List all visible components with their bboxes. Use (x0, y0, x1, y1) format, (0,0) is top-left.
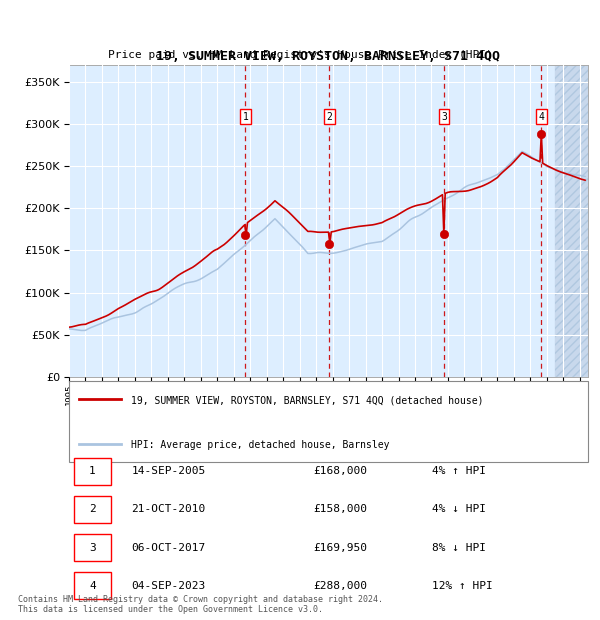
Text: 4% ↓ HPI: 4% ↓ HPI (432, 504, 486, 515)
Bar (555, 50, 588, 377)
Text: £288,000: £288,000 (313, 581, 367, 591)
Text: 4% ↑ HPI: 4% ↑ HPI (432, 466, 486, 476)
Text: 4: 4 (89, 581, 96, 591)
Text: 2: 2 (89, 504, 96, 515)
Text: 06-OCT-2017: 06-OCT-2017 (131, 542, 206, 552)
Text: 1: 1 (242, 112, 248, 122)
Text: HPI: Average price, detached house, Barnsley: HPI: Average price, detached house, Barn… (131, 440, 390, 450)
Text: 2: 2 (326, 112, 332, 122)
Text: 19, SUMMER VIEW, ROYSTON, BARNSLEY, S71 4QQ (detached house): 19, SUMMER VIEW, ROYSTON, BARNSLEY, S71 … (131, 396, 484, 405)
Bar (69, 65, 555, 377)
Point (76, 396, 83, 403)
Text: £158,000: £158,000 (313, 504, 367, 515)
Text: Contains HM Land Registry data © Crown copyright and database right 2024.: Contains HM Land Registry data © Crown c… (18, 595, 383, 604)
FancyBboxPatch shape (74, 534, 110, 561)
FancyBboxPatch shape (69, 381, 588, 463)
FancyBboxPatch shape (74, 572, 110, 599)
Text: 3: 3 (441, 112, 447, 122)
Text: 8% ↓ HPI: 8% ↓ HPI (432, 542, 486, 552)
Point (118, 396, 125, 403)
Text: Price paid vs. HM Land Registry's House Price Index (HPI): Price paid vs. HM Land Registry's House … (107, 50, 493, 60)
Text: 1: 1 (89, 466, 96, 476)
Title: 19, SUMMER VIEW, ROYSTON, BARNSLEY, S71 4QQ: 19, SUMMER VIEW, ROYSTON, BARNSLEY, S71 … (157, 50, 500, 63)
Text: £169,950: £169,950 (313, 542, 367, 552)
Text: 3: 3 (89, 542, 96, 552)
Text: 12% ↑ HPI: 12% ↑ HPI (432, 581, 493, 591)
Point (118, 441, 125, 448)
Point (76, 441, 83, 448)
Text: 14-SEP-2005: 14-SEP-2005 (131, 466, 206, 476)
Text: 21-OCT-2010: 21-OCT-2010 (131, 504, 206, 515)
Bar (555, 65, 588, 377)
Text: 04-SEP-2023: 04-SEP-2023 (131, 581, 206, 591)
Text: This data is licensed under the Open Government Licence v3.0.: This data is licensed under the Open Gov… (18, 604, 323, 614)
Text: 4: 4 (538, 112, 544, 122)
Text: £168,000: £168,000 (313, 466, 367, 476)
FancyBboxPatch shape (74, 496, 110, 523)
FancyBboxPatch shape (74, 458, 110, 485)
